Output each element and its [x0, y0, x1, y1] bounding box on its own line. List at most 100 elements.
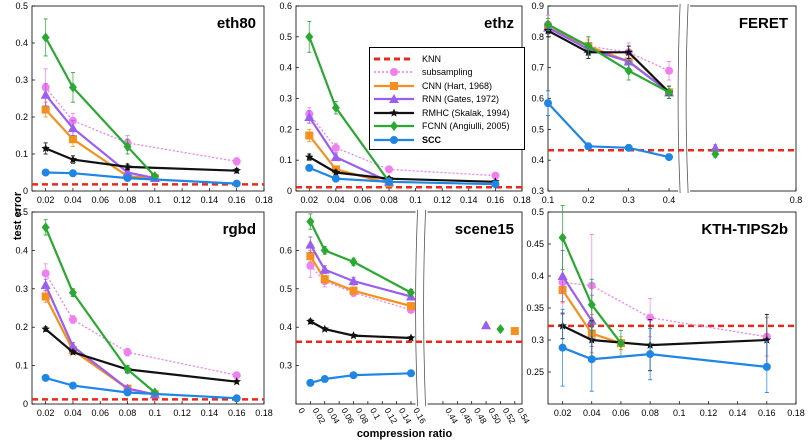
y-tick-label: 0.1 [15, 361, 28, 371]
data-point-sub [331, 143, 340, 152]
legend-entry-rmhc: RMHC (Skalak, 1994) [370, 106, 524, 120]
data-point-rnn [122, 167, 133, 177]
series-scc [305, 163, 500, 189]
series-rnn [305, 236, 492, 330]
x-tick-label: 0.04 [583, 408, 601, 418]
x-tick-label: 0.1 [149, 408, 162, 418]
data-point-fcnn [406, 287, 415, 298]
data-point-sub [385, 165, 394, 174]
series-rmhc [41, 324, 241, 386]
x-tick-label: 0.1 [149, 195, 162, 205]
data-point-rnn [305, 239, 316, 249]
data-point-scc [385, 177, 394, 186]
panel-eth80: 0 0.1 0.2 0.3 0.4 0.5 0.02 0.04 0.06 0.08 0.1 0.12 0… [15, 1, 272, 205]
series-line-rnn [547, 26, 670, 94]
y-tick-label: 0.3 [279, 94, 292, 104]
data-point-rnn [319, 264, 330, 274]
legend-entry-knn: KNN [370, 52, 524, 66]
series-sub [544, 14, 674, 81]
panel-ethz: 0 0.1 0.2 0.3 0.4 0.5 0.6 0.02 0.04 0.06 0.08 0.1 0.… [279, 1, 530, 205]
y-tick-label: 0.7 [531, 63, 544, 73]
data-point-sub [491, 171, 500, 180]
series-line-fcnn [309, 221, 412, 294]
legend-entry-scc: SCC [370, 133, 524, 147]
x-tick-label: 0.02 [554, 408, 572, 418]
legend-label: FCNN (Angiulli, 2005) [422, 121, 510, 132]
data-point-fcnn [665, 87, 674, 98]
y-tick-label: 0.4 [279, 63, 292, 73]
data-point-rnn [348, 276, 359, 286]
data-point-scc [349, 371, 358, 380]
series-line-scc [45, 171, 237, 185]
data-point-sub [41, 269, 50, 278]
data-point-scc [587, 355, 596, 364]
axis-break-line [677, 3, 681, 194]
series-line-sub [547, 23, 670, 72]
x-tick-label: 0.1 [673, 408, 686, 418]
axis-break-line [685, 3, 689, 194]
series-line-scc [45, 376, 237, 400]
legend-marker-rmhc [389, 108, 399, 117]
x-tick-label: 0.2 [582, 195, 595, 205]
x-tick-label: 0.12 [700, 408, 718, 418]
y-tick-label: 0 [23, 186, 28, 196]
panel-title: FERET [739, 15, 788, 32]
legend-entry-rnn: RNN (Gates, 1972) [370, 93, 524, 107]
series-line-sub [309, 265, 412, 311]
panel-title: ethz [484, 15, 514, 32]
x-tick-label: 0.52 [501, 406, 518, 426]
y-tick-label: 0.3 [279, 361, 292, 371]
plot-frame [547, 5, 797, 192]
plot-frame [31, 5, 265, 192]
series-line-rmhc [44, 328, 237, 383]
legend-swatch-scc [374, 135, 414, 144]
data-point-scc [584, 142, 593, 151]
x-tick-label: 0.12 [173, 195, 191, 205]
series-line-fcnn [44, 36, 156, 177]
data-point-rmhc [624, 47, 633, 56]
data-point-cnn [305, 131, 314, 140]
x-tick-label: 0.54 [515, 406, 532, 426]
data-point-scc [491, 180, 500, 189]
series-line-rnn [44, 94, 156, 180]
data-point-rmhc [305, 152, 314, 161]
x-tick-label: 0.04 [64, 195, 82, 205]
series-line-fcnn [547, 23, 670, 94]
data-point-fcnn [624, 65, 633, 76]
y-tick-label: 0.45 [526, 239, 544, 249]
series-scc [544, 90, 674, 162]
series-scc [41, 168, 241, 188]
data-point-scc [320, 375, 329, 384]
series-rmhc [41, 142, 241, 175]
data-point-rnn [557, 271, 568, 280]
data-point-fcnn [123, 141, 132, 152]
data-point-rnn [40, 89, 51, 99]
x-tick-label: 0.18 [255, 195, 273, 205]
series-fcnn [306, 213, 505, 335]
series-line-rmhc [308, 156, 496, 183]
data-point-rnn [67, 341, 78, 351]
data-point-fcnn [584, 41, 593, 52]
series-line-cnn [309, 255, 412, 308]
axis-break-line [423, 209, 426, 407]
series-scc [306, 369, 415, 387]
data-point-scc [406, 369, 415, 378]
data-point-fcnn [68, 82, 77, 93]
x-tick-label: 0.02 [37, 408, 55, 418]
data-point-rmhc [320, 324, 329, 333]
y-tick-label: 0.5 [279, 284, 292, 294]
x-tick-label: 0.44 [443, 406, 460, 426]
x-tick-label: 0.14 [201, 195, 219, 205]
data-point-cnn [406, 302, 415, 311]
legend-entry-fcnn: FCNN (Angiulli, 2005) [370, 120, 524, 134]
x-tick-label: 0.18 [513, 195, 531, 205]
y-tick-label: 0.4 [531, 271, 544, 281]
x-tick-label: 0.16 [758, 408, 776, 418]
x-tick-label: 0 [296, 406, 307, 415]
data-point-fcnn [331, 102, 340, 113]
data-point-fcnn [587, 299, 596, 310]
y-axis-title: test error [12, 191, 24, 241]
data-point-rmhc [406, 333, 416, 342]
legend-marker-scc [390, 135, 398, 144]
plot-frame [547, 211, 797, 405]
